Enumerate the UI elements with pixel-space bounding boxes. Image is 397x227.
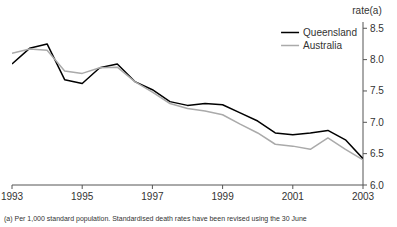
y-tick-label: 8.0: [370, 54, 384, 65]
x-tick-label: 1999: [211, 191, 234, 202]
chart: 1993 1995 1997 1999 2001 20036.0 6.5 7.0 7.5 8.0 8…: [0, 0, 397, 227]
legend-swatch: [281, 45, 299, 47]
y-tick-label: 8.5: [370, 23, 384, 34]
y-axis-label: rate(a): [352, 5, 381, 16]
legend: Queensland Australia: [281, 27, 357, 51]
y-tick: [363, 122, 367, 123]
y-tick: [363, 28, 367, 29]
x-tick-label: 1995: [71, 191, 94, 202]
x-tick: [12, 185, 13, 189]
y-tick: [363, 90, 367, 91]
legend-swatch: [281, 32, 299, 34]
y-tick: [363, 59, 367, 60]
y-tick-label: 6.0: [370, 180, 384, 191]
plot-area: [12, 44, 363, 160]
footnote: (a) Per 1,000 standard population. Stand…: [4, 215, 307, 223]
series-line: [12, 49, 363, 160]
y-tick-label: 7.0: [370, 117, 384, 128]
legend-label: Australia: [303, 40, 342, 51]
x-tick: [363, 185, 364, 189]
x-tick-label: 1993: [1, 191, 24, 202]
x-tick-label: 2003: [352, 191, 375, 202]
x-axis-line: [12, 185, 363, 186]
series-line: [12, 44, 363, 159]
x-tick-label: 1997: [141, 191, 164, 202]
legend-label: Queensland: [303, 27, 357, 38]
y-tick-label: 7.5: [370, 85, 384, 96]
x-tick: [222, 185, 223, 189]
x-tick: [292, 185, 293, 189]
x-tick-label: 2001: [282, 191, 305, 202]
y-tick: [363, 185, 367, 186]
y-tick-label: 6.5: [370, 148, 384, 159]
y-axis-line: [363, 22, 364, 185]
y-tick: [363, 153, 367, 154]
x-tick: [82, 185, 83, 189]
x-tick: [152, 185, 153, 189]
